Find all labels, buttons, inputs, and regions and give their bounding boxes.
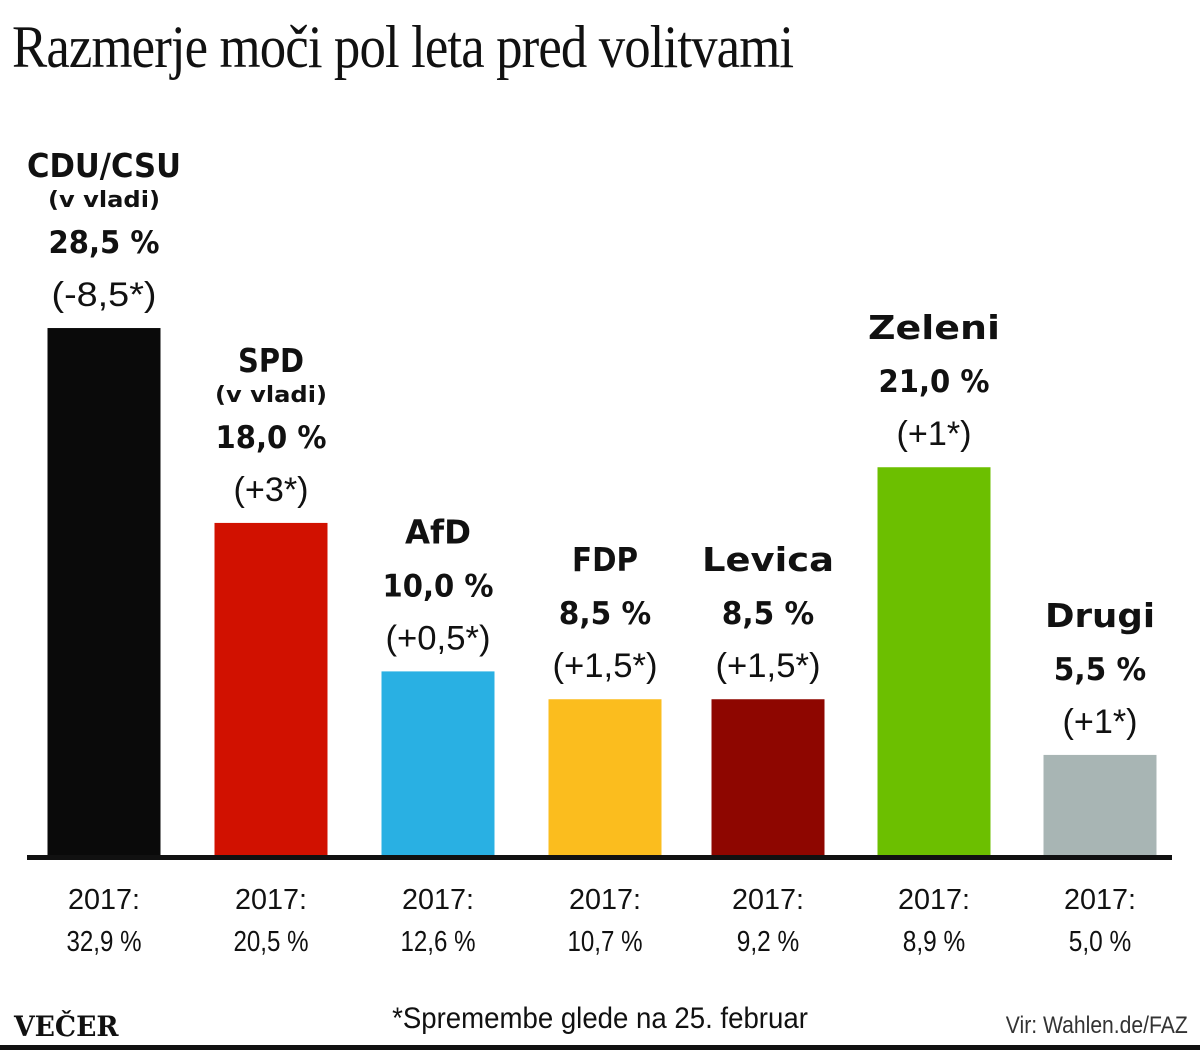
previous-year-label: 2017: xyxy=(898,884,970,916)
change-label: (+1,5*) xyxy=(553,647,658,685)
category-label: Levica xyxy=(702,540,834,579)
bar-spd xyxy=(214,522,328,857)
previous-year-label: 2017: xyxy=(569,884,641,916)
value-label: 18,0 % xyxy=(216,420,327,456)
note-label: (v vladi) xyxy=(48,188,160,213)
change-label: (-8,5*) xyxy=(52,276,157,314)
previous-value-label: 12,6 % xyxy=(401,926,476,958)
category-label: Zeleni xyxy=(868,308,1000,347)
value-label: 28,5 % xyxy=(49,225,160,261)
category-label: CDU/CSU xyxy=(27,146,181,185)
bottom-rule xyxy=(0,1045,1200,1050)
previous-year-label: 2017: xyxy=(402,884,474,916)
change-label: (+1,5*) xyxy=(716,647,821,685)
previous-value-label: 9,2 % xyxy=(737,926,800,958)
previous-year-label: 2017: xyxy=(732,884,804,916)
previous-year-label: 2017: xyxy=(235,884,307,916)
bar-zeleni xyxy=(877,467,991,857)
previous-value-label: 32,9 % xyxy=(67,926,142,958)
change-label: (+1*) xyxy=(1063,703,1138,741)
bar-levica xyxy=(711,699,825,857)
chart-title: Razmerje moči pol leta pred volitvami xyxy=(12,14,794,80)
previous-value-label: 8,9 % xyxy=(903,926,966,958)
category-label: SPD xyxy=(238,341,304,380)
bar-cducsu xyxy=(47,328,161,857)
previous-year-label: 2017: xyxy=(1064,884,1136,916)
x-axis-baseline xyxy=(27,855,1172,860)
value-label: 21,0 % xyxy=(879,364,990,400)
previous-value-label: 20,5 % xyxy=(234,926,309,958)
footnote: *Spremembe glede na 25. februar xyxy=(392,1002,808,1035)
note-label: (v vladi) xyxy=(215,383,327,408)
bar-fdp xyxy=(548,699,662,857)
source-credit: Vir: Wahlen.de/FAZ xyxy=(1006,1012,1188,1039)
previous-year-label: 2017: xyxy=(68,884,140,916)
change-label: (+1*) xyxy=(897,415,972,453)
value-label: 8,5 % xyxy=(559,596,652,632)
change-label: (+3*) xyxy=(234,471,309,509)
value-label: 10,0 % xyxy=(383,568,494,604)
category-label: FDP xyxy=(572,540,638,579)
change-label: (+0,5*) xyxy=(386,619,491,657)
vecer-logo: VEČER xyxy=(14,1010,119,1043)
previous-value-label: 5,0 % xyxy=(1069,926,1132,958)
value-label: 8,5 % xyxy=(722,596,815,632)
previous-value-label: 10,7 % xyxy=(568,926,643,958)
category-label: Drugi xyxy=(1045,596,1155,635)
value-label: 5,5 % xyxy=(1054,652,1147,688)
category-label: AfD xyxy=(405,512,471,551)
bar-afd xyxy=(381,671,495,857)
bar-drugi xyxy=(1043,754,1157,857)
